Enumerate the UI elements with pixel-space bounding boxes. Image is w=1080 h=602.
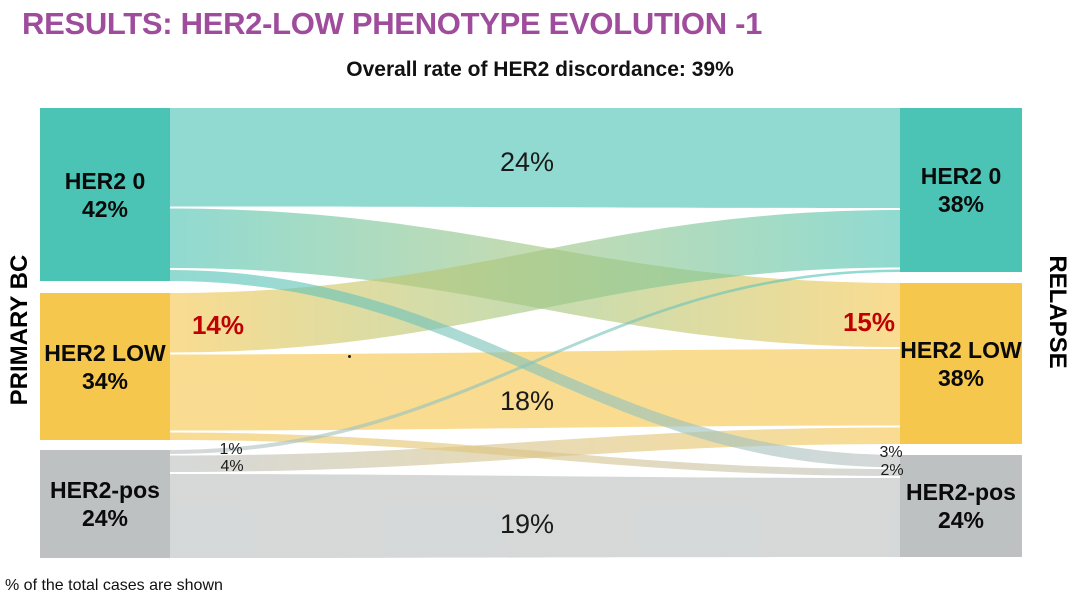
stray-mark [348,355,351,358]
sankey-flow-her2_pos-to-her2_pos [169,474,901,558]
sankey-flow-her2_0-to-her2_pos [169,270,901,468]
sankey-flow-her2_0-to-her2_0 [169,108,901,208]
sankey-flow-her2_pos-to-her2_0 [169,269,901,454]
sankey-node-primary-her2_0 [40,108,170,281]
slide-title: RESULTS: HER2-LOW PHENOTYPE EVOLUTION -1 [22,6,763,41]
sankey-flow-her2_low-to-her2_0 [169,210,901,353]
sankey-node-relapse-her2_0 [900,108,1022,272]
chart-subtitle: Overall rate of HER2 discordance: 39% [346,58,734,81]
sankey-node-relapse-her2_pos [900,455,1022,557]
sankey-flow-her2_low-to-her2_pos [169,432,901,476]
sankey-node-primary-her2_low [40,293,170,440]
sankey-node-primary-her2_pos [40,450,170,558]
sankey-flow-her2_low-to-her2_low [169,349,901,431]
footnote: % of the total cases are shown [5,577,223,594]
sankey-node-relapse-her2_low [900,283,1022,444]
